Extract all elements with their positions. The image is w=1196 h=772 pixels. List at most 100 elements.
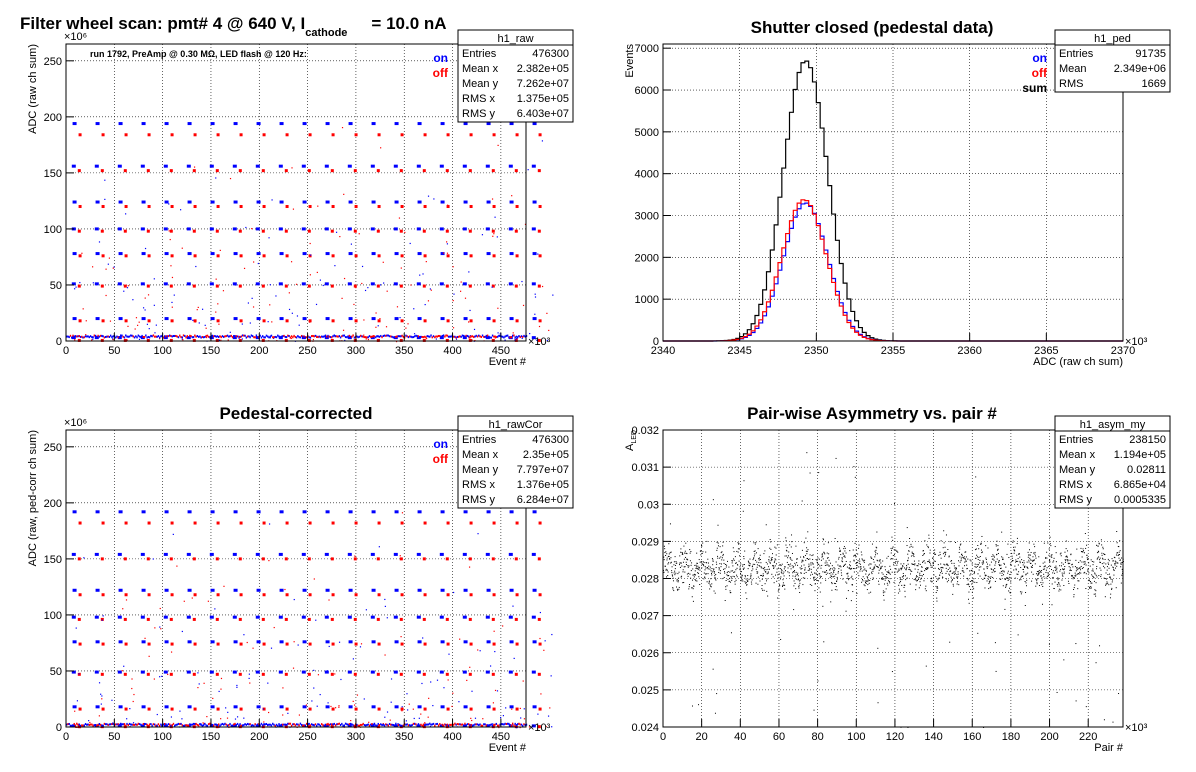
raw-scatter-point xyxy=(137,324,139,326)
asym-outlier-point xyxy=(1085,706,1087,708)
raw-scatter-point xyxy=(85,334,87,336)
raw-scatter-point xyxy=(138,338,141,340)
asym-point xyxy=(867,579,869,581)
asym-point xyxy=(774,560,776,562)
cor-off-point xyxy=(124,521,128,525)
asym-point xyxy=(817,557,819,559)
asym-point xyxy=(892,558,894,560)
asym-point xyxy=(1049,559,1051,561)
asym-point xyxy=(919,574,921,576)
asym-point xyxy=(695,566,697,568)
asym-point xyxy=(670,557,672,559)
asym-point xyxy=(885,588,887,590)
raw-scatter-point xyxy=(395,340,398,343)
asym-point xyxy=(845,560,847,562)
asym-point xyxy=(937,578,939,580)
asym-point xyxy=(868,592,870,594)
cor-scatter-point xyxy=(79,726,81,729)
cor-on-point xyxy=(370,724,375,728)
raw-off-point xyxy=(147,319,151,323)
raw-off-point xyxy=(491,169,495,173)
cor-off-point xyxy=(146,672,150,676)
raw-scatter-point xyxy=(201,308,204,310)
raw-off-point xyxy=(330,229,334,233)
asym-outlier-point xyxy=(843,546,845,548)
cor-baseline-point xyxy=(329,723,332,726)
cor-scatter-point xyxy=(319,693,321,696)
asym-point xyxy=(983,562,985,564)
cor-baseline-point xyxy=(510,724,513,727)
cor-baseline-point xyxy=(334,724,337,727)
raw-baseline-point xyxy=(260,336,263,339)
raw-baseline-point xyxy=(319,336,322,339)
raw-on-point xyxy=(348,200,353,204)
asym-point xyxy=(1036,570,1038,572)
cor-scatter-point xyxy=(512,605,514,607)
asym-point xyxy=(780,565,782,567)
raw-baseline-point xyxy=(182,334,185,337)
cor-off-point xyxy=(469,707,473,711)
asym-point xyxy=(951,560,953,562)
asym-point xyxy=(801,561,803,563)
asym-point xyxy=(700,560,702,562)
asym-point xyxy=(969,574,971,576)
asym-point xyxy=(910,545,912,547)
asym-point xyxy=(763,553,765,555)
raw-scatter-point xyxy=(452,327,455,329)
raw-baseline-point xyxy=(204,336,206,339)
cor-on-point xyxy=(95,705,100,709)
asym-point xyxy=(964,561,966,563)
cor-baseline-point xyxy=(229,722,231,725)
cor-baseline-point xyxy=(86,723,88,726)
raw-baseline-point xyxy=(122,335,124,338)
asym-point xyxy=(1099,567,1101,569)
cor-baseline-point xyxy=(504,722,506,725)
asym-point xyxy=(685,552,687,554)
cor-on-point xyxy=(532,640,537,644)
raw-scatter-point xyxy=(148,328,150,330)
asym-point xyxy=(798,584,800,586)
asym-point xyxy=(1012,541,1014,543)
raw-baseline-point xyxy=(363,336,366,339)
cor-on-point xyxy=(439,724,444,728)
asym-point xyxy=(1049,561,1051,563)
cor-baseline-point xyxy=(298,724,300,727)
raw-on-point xyxy=(485,164,490,168)
asym-point xyxy=(784,588,786,590)
cor-baseline-point xyxy=(145,723,147,726)
ped-title: Shutter closed (pedestal data) xyxy=(751,18,994,37)
asym-point xyxy=(701,545,703,547)
asym-point xyxy=(847,590,849,592)
asym-point xyxy=(761,584,763,586)
asym-point xyxy=(752,559,754,561)
raw-scatter-point xyxy=(173,294,175,296)
asym-point xyxy=(1050,545,1052,547)
raw-on-point xyxy=(324,336,329,340)
asym-point xyxy=(751,583,753,585)
asym-point xyxy=(970,560,972,562)
cor-baseline-point xyxy=(303,724,305,727)
asym-point xyxy=(801,565,802,567)
cor-baseline-point xyxy=(372,723,374,726)
cor-on-point xyxy=(325,640,330,644)
raw-on-point xyxy=(485,336,490,340)
asym-point xyxy=(1065,548,1067,550)
raw-scatter-point xyxy=(288,308,291,311)
cor-scatter-point xyxy=(382,723,384,725)
asym-point xyxy=(878,569,880,571)
asym-point xyxy=(819,573,821,575)
asym-point xyxy=(963,575,965,577)
asym-point xyxy=(1073,589,1075,591)
raw-on-point xyxy=(509,317,514,321)
raw-scatter-point xyxy=(168,230,170,232)
asym-point xyxy=(876,553,878,555)
cor-baseline-point xyxy=(187,724,190,727)
cor-baseline-point xyxy=(455,723,457,726)
raw-scatter-point xyxy=(382,261,384,263)
raw-baseline-point xyxy=(142,335,145,338)
asym-point xyxy=(901,576,903,578)
cor-scatter-point xyxy=(88,720,90,722)
asym-point xyxy=(777,577,779,579)
raw-scatter-point xyxy=(430,289,432,291)
asym-point xyxy=(871,543,873,545)
